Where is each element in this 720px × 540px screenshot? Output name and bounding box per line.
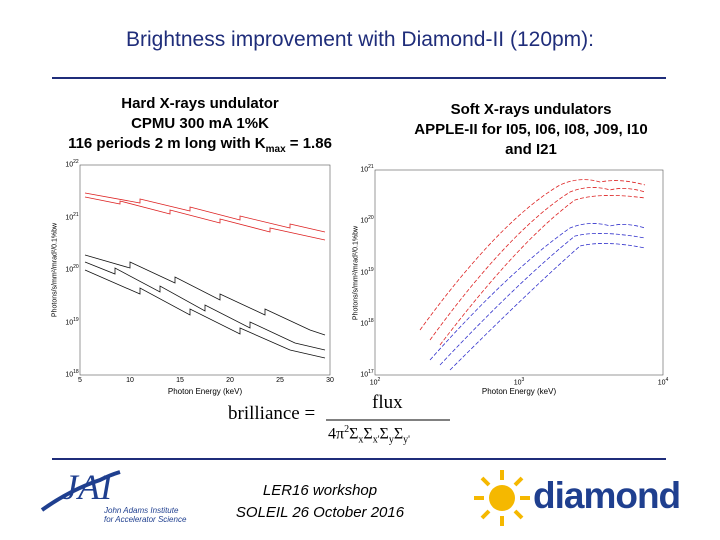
x-axis-label: Photon Energy (keV)	[167, 387, 243, 396]
tick-base: 10	[360, 268, 369, 276]
jai-text: John Adams Institute for Accelerator Sci…	[104, 506, 186, 524]
tick-base: 10	[360, 371, 369, 379]
diamond-logo: diamond	[533, 475, 681, 516]
formula-denominator: 4π2ΣxΣx'ΣyΣy'	[328, 424, 410, 446]
tick-label: 104	[658, 377, 669, 386]
tick-label: 1021	[360, 164, 373, 173]
tick-exp: 22	[73, 159, 79, 165]
tick-base: 10	[360, 320, 369, 328]
slide-title: Brightness improvement with Diamond-II (…	[125, 28, 594, 51]
tick-label: 1019	[360, 267, 373, 276]
tick-label: 25	[276, 377, 284, 384]
jai-mark: JAI	[62, 467, 112, 507]
tick-label: 1020	[360, 215, 373, 224]
tick-base: 10	[65, 161, 74, 169]
tick-base: 10	[360, 166, 369, 174]
caption-line: CPMU 300 mA 1%K	[131, 115, 269, 132]
tick-base: 10	[65, 371, 74, 379]
tick-label: 102	[370, 377, 381, 386]
tick-exp: 21	[73, 211, 79, 218]
jai-swoosh	[40, 470, 121, 512]
tick-exp: 20	[73, 264, 79, 270]
sigma: Σ	[363, 425, 373, 443]
jai-line: John Adams Institute	[104, 506, 179, 515]
caption-line: Soft X-rays undulators	[450, 101, 612, 118]
tick-base: 10	[369, 379, 378, 387]
caption-line: APPLE-II for I05, I06, I08, J09, I10	[414, 121, 648, 138]
formula-numerator: flux	[372, 392, 403, 413]
tick-label: 1019	[65, 317, 78, 326]
tick-label: 1018	[65, 369, 78, 378]
footer-event: LER16 workshop	[262, 482, 378, 499]
tick-label: 1020	[65, 264, 78, 273]
sigma-sub: x'	[372, 434, 380, 446]
x-axis-label: Photon Energy (keV)	[481, 387, 557, 396]
tick-label: 1018	[360, 318, 373, 327]
caption-text: = 1.86	[285, 135, 332, 152]
tick-exp: 3	[521, 377, 525, 383]
plot-frame	[79, 164, 331, 376]
sigma-sub: x	[358, 434, 364, 446]
sigma: Σ	[393, 425, 404, 443]
red-curves	[419, 179, 646, 346]
tick-label: 103	[514, 377, 525, 386]
y-axis-label: Photons/s/mm²/mrad²/0.1%bw	[51, 222, 59, 318]
left-caption: Hard X-rays undulator CPMU 300 mA 1%K 11…	[20, 94, 380, 160]
tick-exp: 2	[377, 377, 381, 383]
formula-lhs: brilliance =	[228, 403, 316, 424]
tick-base: 10	[65, 266, 74, 274]
sigma-sub: y	[388, 434, 394, 446]
right-caption: Soft X-rays undulators APPLE-II for I05,…	[372, 100, 690, 160]
tick-label: 10	[126, 377, 134, 384]
black-curves	[84, 254, 326, 359]
tick-exp: 4	[665, 377, 669, 383]
tick-base: 10	[513, 379, 522, 387]
tick-label: 1017	[360, 369, 373, 378]
footer-venue: SOLEIL 26 October 2016	[235, 504, 405, 521]
sigma: Σ	[349, 425, 359, 443]
tick-label: 1021	[65, 212, 78, 221]
tick-exp: 20	[368, 215, 374, 222]
diamond-sun	[474, 470, 530, 526]
tick-base: 10	[65, 318, 74, 326]
caption-line: 116 periods 2 m long with Kmax = 1.86	[20, 134, 380, 160]
tick-base: 10	[657, 379, 666, 387]
coef: 4π	[328, 425, 345, 443]
tick-exp: 18	[73, 369, 79, 375]
tick-exp: 21	[368, 164, 374, 170]
caption-line: and I21	[505, 141, 557, 158]
y-axis-label: Photons/s/mm²/mrad²/0.1%bw	[352, 225, 360, 320]
power: 2	[344, 424, 350, 435]
red-curves	[84, 192, 326, 241]
sigma-sub: y'	[403, 434, 410, 446]
tick-label: 1022	[65, 159, 78, 168]
sigma: Σ	[379, 425, 389, 443]
footer: LER16 workshop SOLEIL 26 October 2016	[200, 480, 440, 524]
caption-text: 116 periods 2 m long with K	[68, 135, 266, 152]
tick-label: 20	[226, 377, 234, 384]
plot-frame	[374, 169, 664, 376]
tick-exp: 18	[368, 317, 374, 324]
jai-line: for Accelerator Science	[104, 515, 187, 524]
tick-exp: 17	[368, 369, 374, 375]
tick-base: 10	[65, 213, 74, 221]
tick-label: 5	[78, 377, 82, 384]
caption-line: Hard X-rays undulator	[121, 95, 279, 112]
tick-exp: 19	[368, 266, 374, 273]
caption-sub: max	[265, 144, 286, 155]
blue-curves	[429, 223, 646, 371]
tick-base: 10	[360, 217, 369, 225]
tick-label: 15	[176, 377, 184, 384]
tick-label: 30	[326, 377, 334, 384]
tick-exp: 19	[73, 316, 79, 323]
